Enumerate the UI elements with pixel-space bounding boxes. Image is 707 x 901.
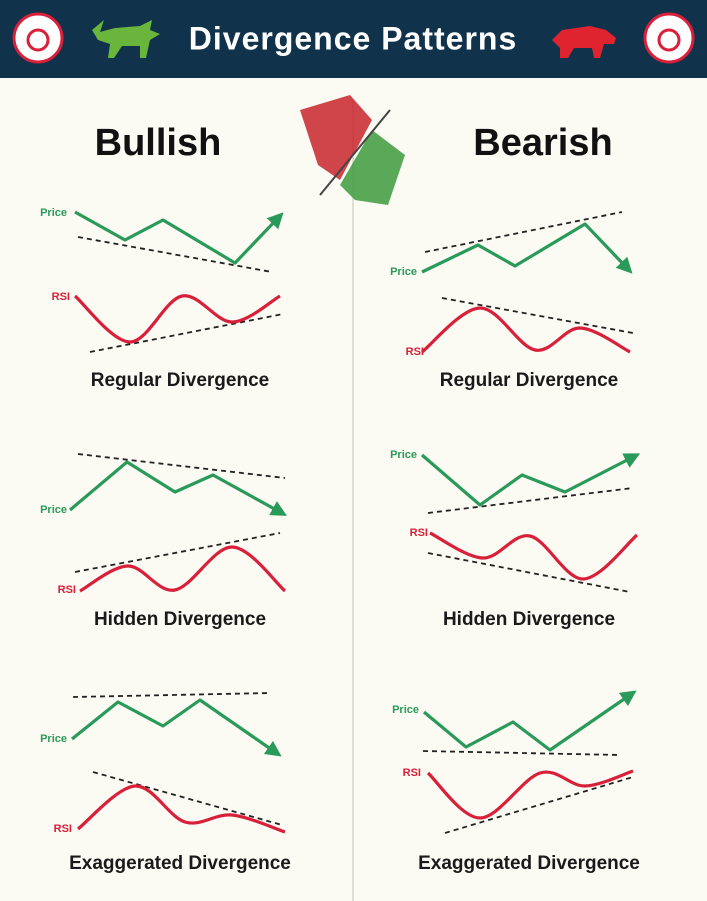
caption: Regular Divergence	[91, 370, 269, 391]
price-label: Price	[392, 704, 419, 716]
trend-line	[427, 552, 631, 593]
trend-line	[77, 236, 273, 273]
price-label: Price	[40, 733, 67, 745]
price-label: Price	[390, 266, 417, 278]
trend-line	[92, 771, 283, 826]
price-label: Price	[390, 449, 417, 461]
rsi-label: RSI	[410, 527, 428, 539]
caption: Hidden Divergence	[94, 609, 266, 630]
trend-line	[422, 750, 621, 756]
bull-bear-emblem	[300, 95, 405, 205]
rsi-line	[420, 306, 631, 354]
bull-icon	[92, 20, 160, 58]
rsi-label: RSI	[54, 823, 72, 835]
trend-line	[424, 211, 623, 253]
column-title: Bearish	[473, 122, 612, 164]
trend-line	[72, 692, 271, 698]
rsi-label: RSI	[406, 346, 424, 358]
price-line	[422, 690, 637, 752]
rsi-line	[429, 531, 639, 581]
price-label: Price	[40, 504, 67, 516]
price-line	[420, 453, 641, 507]
column-title: Bullish	[95, 122, 222, 164]
trend-line	[89, 313, 284, 353]
rsi-line	[426, 769, 634, 820]
panels: Price RSI Regular Divergence Price RSI Hidden…	[40, 207, 641, 874]
rsi-label: RSI	[58, 584, 76, 596]
rsi-line	[76, 784, 286, 834]
caption: Exaggerated Divergence	[418, 853, 640, 874]
trend-line	[444, 776, 634, 834]
rsi-line	[73, 294, 281, 344]
caption: Hidden Divergence	[443, 609, 615, 630]
price-line	[421, 222, 633, 274]
price-line	[70, 698, 282, 757]
rsi-label: RSI	[403, 767, 421, 779]
price-line	[68, 460, 288, 516]
trend-line	[77, 453, 286, 479]
trend-line	[74, 532, 281, 573]
caption: Exaggerated Divergence	[69, 853, 291, 874]
rsi-label: RSI	[52, 291, 70, 303]
bear-icon	[552, 26, 616, 58]
price-line	[74, 210, 284, 265]
rsi-line	[79, 545, 287, 593]
trend-line	[427, 487, 634, 514]
caption: Regular Divergence	[440, 370, 618, 391]
price-label: Price	[40, 207, 67, 219]
logo	[12, 12, 695, 64]
title: Divergence Patterns	[189, 20, 517, 56]
